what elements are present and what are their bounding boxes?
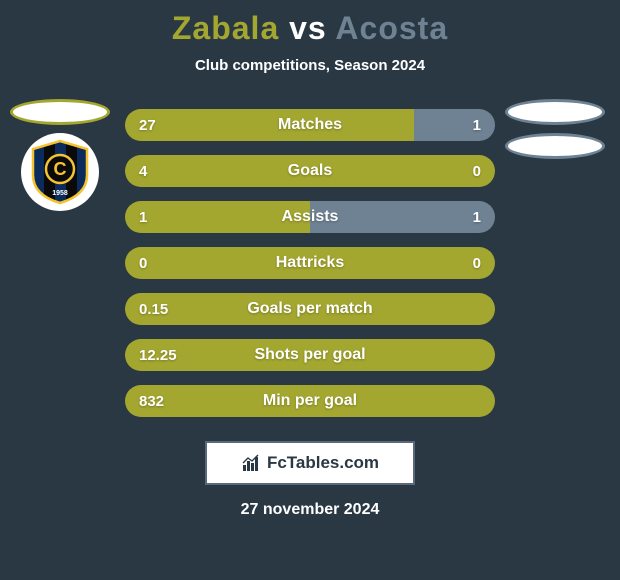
stat-row: 271Matches [125, 109, 495, 141]
stat-label: Hattricks [125, 247, 495, 279]
brand-text: FcTables.com [267, 453, 379, 473]
svg-text:C: C [54, 159, 67, 179]
stat-row: 12.25Shots per goal [125, 339, 495, 371]
subtitle: Club competitions, Season 2024 [0, 57, 620, 74]
stat-label: Goals [125, 155, 495, 187]
stat-label: Shots per goal [125, 339, 495, 371]
player2-club-placeholder [505, 133, 605, 159]
brand-box: FcTables.com [205, 441, 415, 485]
stat-row: 40Goals [125, 155, 495, 187]
player1-column: C 1958 [10, 99, 110, 211]
player1-photo-placeholder [10, 99, 110, 125]
player2-column [500, 99, 610, 159]
player1-club-badge: C 1958 [21, 133, 99, 211]
vs-text: vs [289, 10, 327, 46]
stat-label: Assists [125, 201, 495, 233]
content-area: C 1958 271Matches 40Goals 11Assists 00Hattr… [0, 109, 620, 417]
stat-label: Min per goal [125, 385, 495, 417]
date-text: 27 november 2024 [0, 501, 620, 519]
stat-label: Goals per match [125, 293, 495, 325]
comparison-title: Zabala vs Acosta [0, 0, 620, 47]
club-shield-icon: C 1958 [27, 139, 93, 205]
player2-photo-placeholder [505, 99, 605, 125]
stat-row: 0.15Goals per match [125, 293, 495, 325]
stat-row: 832Min per goal [125, 385, 495, 417]
stat-bars: 271Matches 40Goals 11Assists 00Hattricks 0.1… [125, 109, 495, 417]
brand-logo-icon [241, 453, 261, 473]
stat-row: 11Assists [125, 201, 495, 233]
stat-row: 00Hattricks [125, 247, 495, 279]
player1-name: Zabala [172, 10, 279, 46]
player2-name: Acosta [335, 10, 448, 46]
stat-label: Matches [125, 109, 495, 141]
svg-text:1958: 1958 [52, 190, 68, 197]
